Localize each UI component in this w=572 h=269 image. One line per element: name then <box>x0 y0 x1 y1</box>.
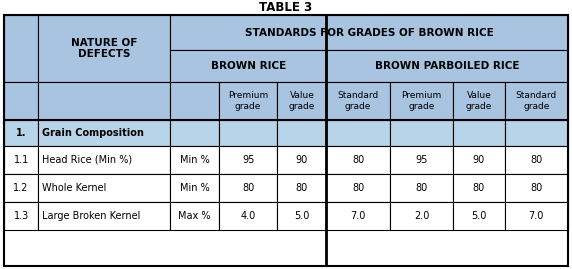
Text: Max %: Max % <box>178 211 210 221</box>
Bar <box>453 120 505 146</box>
Bar <box>277 174 326 202</box>
Bar <box>390 202 453 230</box>
Text: 1.2: 1.2 <box>13 183 29 193</box>
Text: Large Broken Kernel: Large Broken Kernel <box>42 211 141 221</box>
Text: Min %: Min % <box>180 183 209 193</box>
Text: NATURE OF
DEFECTS: NATURE OF DEFECTS <box>71 38 137 59</box>
Text: 90: 90 <box>473 155 485 165</box>
Text: Premium
grade: Premium grade <box>228 91 268 111</box>
Text: 80: 80 <box>473 183 485 193</box>
Text: 5.0: 5.0 <box>471 211 487 221</box>
Bar <box>38 15 170 82</box>
Text: 95: 95 <box>242 155 255 165</box>
Bar <box>170 146 219 174</box>
Text: 90: 90 <box>296 155 308 165</box>
Bar <box>505 120 568 146</box>
Bar <box>390 146 453 174</box>
Text: 2.0: 2.0 <box>414 211 429 221</box>
Bar <box>505 174 568 202</box>
Text: Value
grade: Value grade <box>466 91 492 111</box>
Bar <box>390 82 453 120</box>
Bar <box>453 202 505 230</box>
Bar <box>390 174 453 202</box>
Bar <box>38 82 170 120</box>
Bar <box>277 82 326 120</box>
Bar <box>505 82 568 120</box>
Text: BROWN PARBOILED RICE: BROWN PARBOILED RICE <box>375 61 519 71</box>
Text: STANDARDS FOR GRADES OF BROWN RICE: STANDARDS FOR GRADES OF BROWN RICE <box>245 27 494 37</box>
Text: 80: 80 <box>242 183 255 193</box>
Text: Standard
grade: Standard grade <box>515 91 557 111</box>
Bar <box>277 146 326 174</box>
Bar <box>453 82 505 120</box>
Bar <box>326 174 390 202</box>
Text: Grain Composition: Grain Composition <box>42 128 144 138</box>
Text: 80: 80 <box>352 155 364 165</box>
Bar <box>38 146 170 174</box>
Bar <box>38 202 170 230</box>
Text: 4.0: 4.0 <box>241 211 256 221</box>
Text: 1.: 1. <box>16 128 26 138</box>
Bar <box>453 174 505 202</box>
Bar <box>170 174 219 202</box>
Text: Head Rice (Min %): Head Rice (Min %) <box>42 155 132 165</box>
Text: 7.0: 7.0 <box>350 211 366 221</box>
Bar <box>4 146 38 174</box>
Text: 80: 80 <box>530 183 542 193</box>
Bar <box>170 202 219 230</box>
Text: Premium
grade: Premium grade <box>402 91 442 111</box>
Text: Standard
grade: Standard grade <box>337 91 379 111</box>
Bar <box>170 15 568 50</box>
Bar <box>505 202 568 230</box>
Bar <box>170 50 326 82</box>
Bar <box>326 82 390 120</box>
Text: 1.1: 1.1 <box>14 155 29 165</box>
Bar <box>219 82 277 120</box>
Bar <box>170 82 219 120</box>
Bar <box>326 202 390 230</box>
Bar <box>219 120 277 146</box>
Text: TABLE 3: TABLE 3 <box>260 1 312 14</box>
Bar <box>326 50 568 82</box>
Bar <box>38 120 170 146</box>
Bar <box>390 120 453 146</box>
Bar <box>38 174 170 202</box>
Text: 80: 80 <box>352 183 364 193</box>
Text: 80: 80 <box>296 183 308 193</box>
Bar <box>505 146 568 174</box>
Bar <box>4 202 38 230</box>
Bar <box>4 174 38 202</box>
Text: 5.0: 5.0 <box>294 211 309 221</box>
Bar <box>219 146 277 174</box>
Bar <box>326 120 390 146</box>
Bar <box>4 15 38 82</box>
Text: 80: 80 <box>415 183 428 193</box>
Text: Whole Kernel: Whole Kernel <box>42 183 106 193</box>
Bar <box>453 146 505 174</box>
Text: 7.0: 7.0 <box>529 211 544 221</box>
Text: 1.3: 1.3 <box>14 211 29 221</box>
Bar <box>4 82 38 120</box>
Bar <box>170 120 219 146</box>
Text: 95: 95 <box>415 155 428 165</box>
Bar <box>4 120 38 146</box>
Bar <box>326 146 390 174</box>
Bar <box>277 120 326 146</box>
Bar <box>219 202 277 230</box>
Text: Value
grade: Value grade <box>289 91 315 111</box>
Text: 80: 80 <box>530 155 542 165</box>
Bar <box>277 202 326 230</box>
Text: BROWN RICE: BROWN RICE <box>210 61 286 71</box>
Bar <box>219 174 277 202</box>
Text: Min %: Min % <box>180 155 209 165</box>
